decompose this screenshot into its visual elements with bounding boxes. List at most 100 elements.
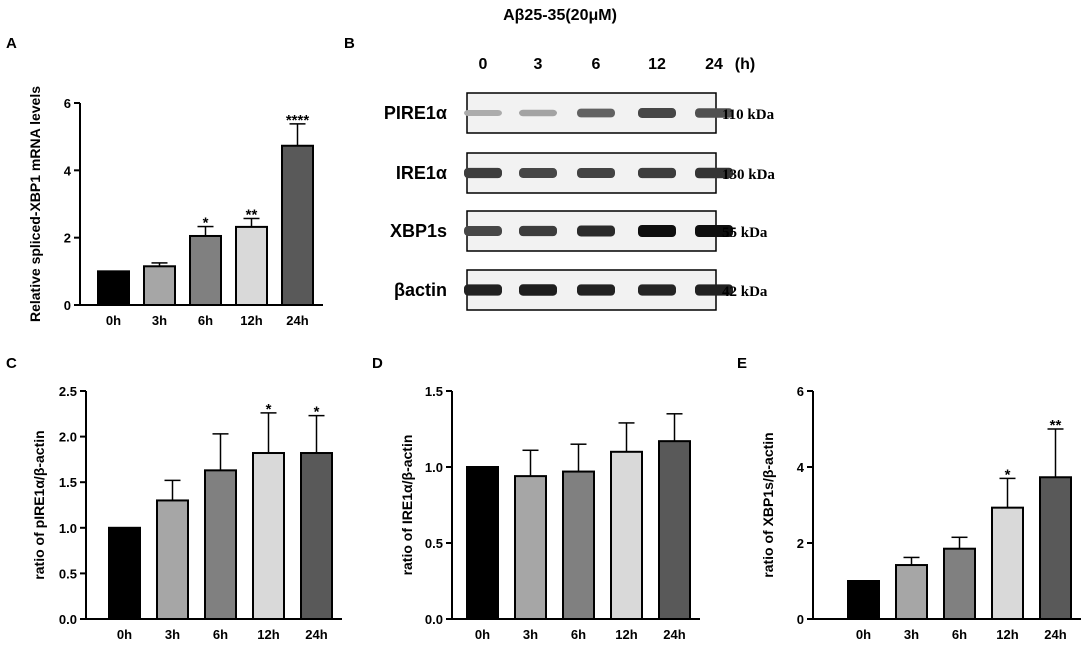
blot-band [519, 109, 557, 117]
blot-band [577, 108, 615, 118]
panel-label: C [6, 355, 17, 372]
y-tick-label: 0.5 [59, 566, 77, 581]
timepoint-label: 3 [534, 56, 543, 73]
y-tick-label: 2 [64, 231, 71, 246]
x-tick-label: 6h [198, 313, 213, 328]
bar-0h [108, 526, 141, 620]
significance-label: ** [1050, 417, 1062, 434]
protein-label: PIRE1α [384, 103, 447, 123]
blot-band [519, 168, 557, 178]
significance-label: **** [286, 112, 310, 129]
bar-3h [514, 475, 547, 620]
bar-24h [658, 440, 691, 620]
blot-band [638, 167, 676, 179]
chart-panel-a: A 0 2 4 6 Relative spliced-XBP1 mRNA levels 0h… [6, 35, 323, 328]
x-tick-label: 24h [305, 627, 327, 642]
blot-band [464, 284, 502, 296]
bar-24h [300, 452, 333, 620]
blot-band [577, 284, 615, 296]
timepoint-label: 0 [479, 56, 488, 73]
y-tick-label: 1.5 [425, 384, 443, 399]
x-tick-label: 3h [523, 627, 538, 642]
blot-row-3: βactin 42 kDa [394, 269, 768, 311]
x-tick-label: 24h [286, 313, 308, 328]
blot-band [638, 284, 676, 296]
x-tick-label: 0h [106, 313, 121, 328]
timepoint-label: 24 [705, 56, 723, 73]
chart-panel-c: C 0.0 0.5 1.0 1.5 2.0 2.5 ratio of pIRE1α/β-act… [6, 355, 342, 642]
figure-title: Aβ25-35(20μM) [503, 7, 617, 24]
x-tick-label: 3h [904, 627, 919, 642]
blot-band [695, 225, 733, 237]
blot-band [695, 167, 733, 179]
blot-band [638, 225, 676, 237]
bar-24h [1039, 476, 1072, 621]
y-tick-label: 4 [64, 163, 72, 178]
y-tick-label: 2.5 [59, 384, 77, 399]
significance-label: * [1005, 466, 1011, 483]
bar-3h [895, 564, 928, 620]
significance-label: * [203, 215, 209, 232]
y-tick-label: 6 [64, 96, 71, 111]
molecular-weight-label: 42 kDa [722, 284, 768, 300]
y-tick-label: 1.0 [59, 521, 77, 536]
y-axis-label: ratio of XBP1s/β-actin [760, 432, 776, 577]
y-tick-label: 0.0 [59, 612, 77, 627]
x-tick-label: 0h [475, 627, 490, 642]
blot-band [464, 167, 502, 179]
panel-label: D [372, 355, 383, 372]
blot-band [577, 225, 615, 237]
bar-0h [97, 270, 130, 307]
chart-panel-e: E 0 2 4 6 ratio of XBP1s/β-actin 0h 3h 6h * 12h ** 2… [737, 355, 1081, 642]
blot-band [638, 108, 676, 118]
y-tick-label: 0 [797, 612, 804, 627]
y-tick-label: 2 [797, 536, 804, 551]
protein-label: IRE1α [396, 163, 447, 183]
x-tick-label: 12h [257, 627, 279, 642]
y-tick-label: 1.0 [425, 460, 443, 475]
timepoint-label: 12 [648, 56, 666, 73]
chart-panel-d: D 0.0 0.5 1.0 1.5 ratio of IRE1α/β-actin 0h 3h 6… [372, 355, 700, 642]
x-tick-label: 6h [213, 627, 228, 642]
western-blot-panel: B 0 3 6 12 24 (h) PIRE1α 110 kDa IRE1α 130 kDa XBP1… [344, 35, 775, 311]
significance-label: * [314, 404, 320, 421]
x-tick-label: 24h [663, 627, 685, 642]
y-axis-label: ratio of IRE1α/β-actin [399, 435, 415, 576]
timepoint-unit: (h) [735, 56, 755, 73]
blot-band [695, 108, 733, 118]
blot-band [464, 109, 502, 117]
panel-label: B [344, 35, 355, 52]
x-tick-label: 12h [615, 627, 637, 642]
x-tick-label: 0h [856, 627, 871, 642]
significance-label: ** [246, 206, 258, 223]
y-axis-label: ratio of pIRE1α/β-actin [31, 430, 47, 579]
y-tick-label: 6 [797, 384, 804, 399]
blot-band [577, 167, 615, 179]
bar-3h [156, 499, 189, 620]
y-axis-label: Relative spliced-XBP1 mRNA levels [27, 86, 43, 322]
bar-6h [943, 547, 976, 621]
blot-row-0: PIRE1α 110 kDa [384, 92, 775, 134]
bar-0h [847, 580, 880, 620]
y-tick-label: 0.0 [425, 612, 443, 627]
blot-row-1: IRE1α 130 kDa [396, 152, 775, 194]
panel-label: A [6, 35, 17, 52]
y-tick-label: 2.0 [59, 430, 77, 445]
x-tick-label: 3h [165, 627, 180, 642]
timepoint-label: 6 [592, 56, 601, 73]
bar-3h [143, 265, 176, 306]
bar-12h [991, 506, 1024, 620]
blot-row-2: XBP1s 55 kDa [390, 210, 768, 252]
bar-12h [610, 450, 643, 620]
bar-24h [281, 144, 314, 306]
molecular-weight-label: 110 kDa [722, 107, 775, 123]
x-tick-label: 12h [996, 627, 1018, 642]
blot-band [695, 284, 733, 296]
x-tick-label: 6h [952, 627, 967, 642]
bar-6h [562, 470, 595, 620]
blot-band [519, 225, 557, 237]
x-tick-label: 24h [1044, 627, 1066, 642]
x-tick-label: 6h [571, 627, 586, 642]
bar-12h [235, 225, 268, 306]
